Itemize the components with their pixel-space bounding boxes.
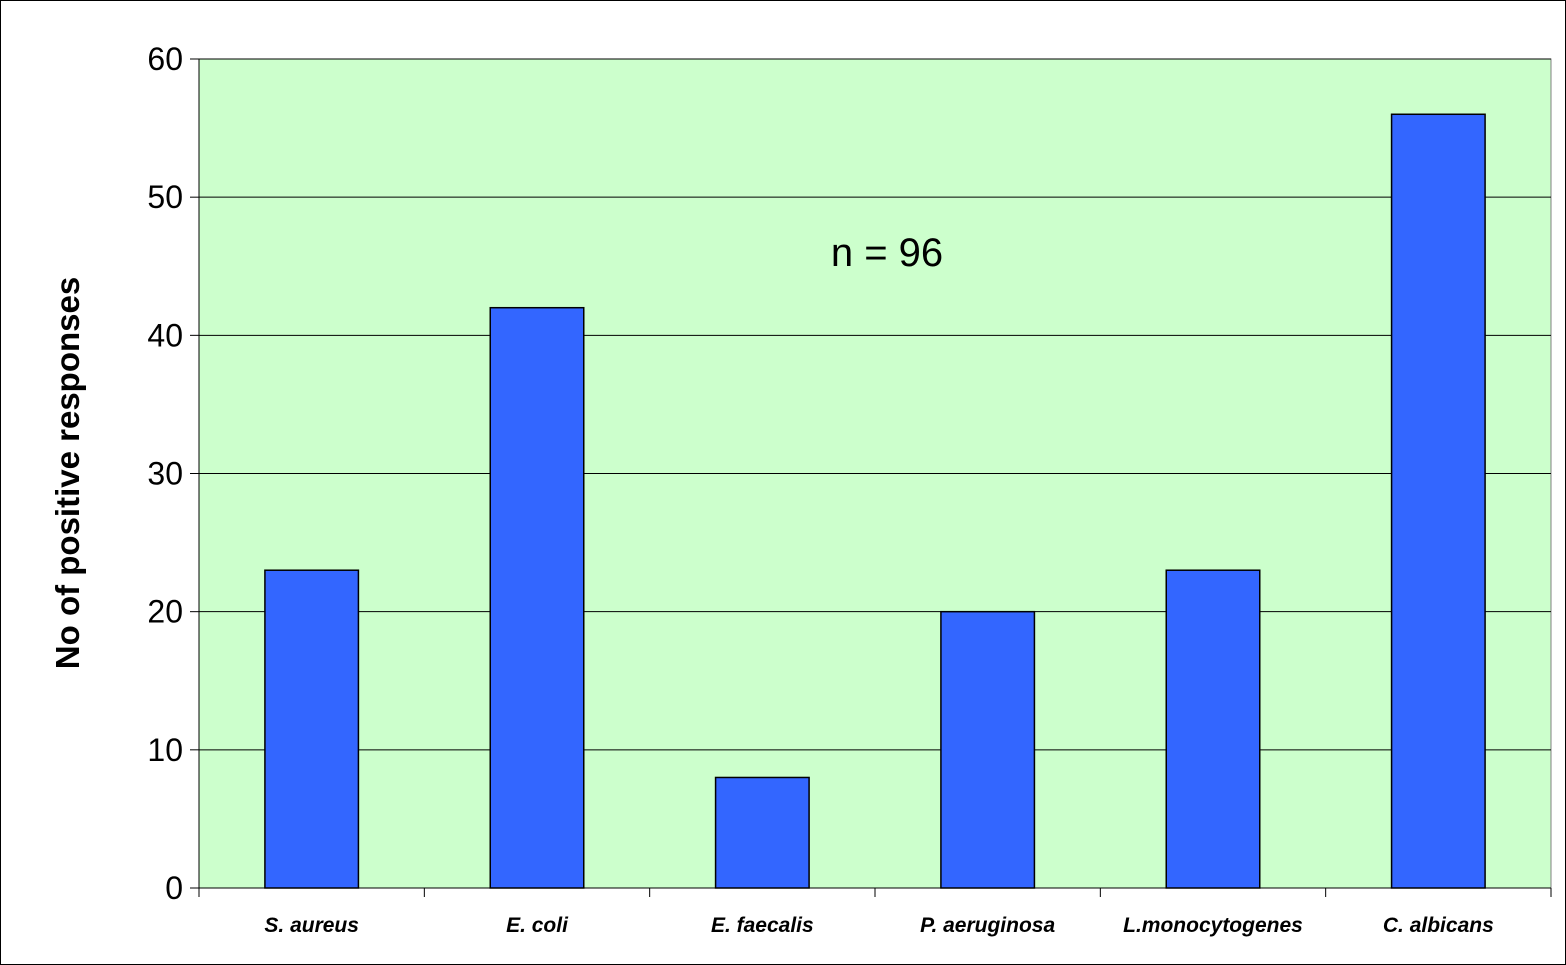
x-tick-label: P. aeruginosa [920, 914, 1055, 937]
y-tick-label: 50 [147, 179, 183, 215]
y-axis-label: No of positive responses [49, 277, 86, 669]
bar-s-aureus [264, 569, 360, 889]
sample-size-annotation: n = 96 [831, 231, 943, 275]
y-tick-label: 20 [147, 594, 183, 630]
x-tick-label: E. coli [506, 914, 569, 937]
x-tick-labels: S. aureus E. coli E. faecalis P. aeruginosa… [264, 914, 1493, 937]
bar-e-coli [489, 306, 585, 889]
bar-p-aeruginosa [940, 610, 1036, 889]
y-tick-label: 0 [165, 870, 183, 906]
axes [190, 58, 1552, 897]
x-tick-label: L.monocytogenes [1123, 914, 1303, 937]
y-tick-label: 60 [147, 41, 183, 77]
y-tick-label: 40 [147, 317, 183, 353]
bar-c-albicans [1390, 113, 1486, 889]
bars [264, 113, 1486, 889]
y-tick-labels: 0 10 20 30 40 50 60 [147, 41, 183, 906]
x-tick-label: S. aureus [264, 914, 359, 937]
gridlines [199, 58, 1551, 751]
y-tick-label: 30 [147, 456, 183, 492]
y-tick-label: 10 [147, 732, 183, 768]
bar-e-faecalis [714, 776, 810, 889]
x-tick-label: C. albicans [1383, 914, 1494, 937]
x-tick-label: E. faecalis [711, 914, 814, 937]
bar-l-monocytogenes [1165, 569, 1261, 889]
